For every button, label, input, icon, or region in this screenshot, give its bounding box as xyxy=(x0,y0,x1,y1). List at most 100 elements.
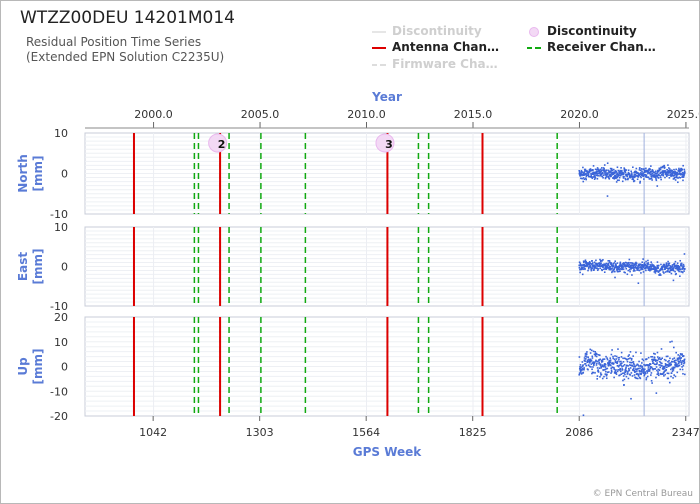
data-point xyxy=(581,361,584,363)
data-point xyxy=(633,374,636,376)
data-point xyxy=(623,172,625,175)
data-point xyxy=(590,269,593,272)
data-point xyxy=(599,372,602,374)
data-point xyxy=(592,265,595,268)
data-point xyxy=(680,169,682,172)
data-point xyxy=(651,263,653,266)
data-point xyxy=(599,363,602,365)
data-point xyxy=(661,165,664,168)
data-point xyxy=(633,180,636,182)
data-point xyxy=(633,173,636,176)
data-point xyxy=(595,352,598,355)
data-point xyxy=(619,268,622,270)
data-point xyxy=(582,260,585,263)
data-point xyxy=(631,375,634,377)
data-point xyxy=(613,176,615,178)
data-point xyxy=(660,263,662,266)
data-point xyxy=(606,367,609,370)
data-point xyxy=(623,372,626,374)
data-point xyxy=(638,263,640,266)
data-point xyxy=(616,269,618,272)
data-point xyxy=(679,357,681,360)
data-point xyxy=(663,272,665,274)
data-point xyxy=(605,368,608,370)
data-point xyxy=(611,271,613,274)
data-point xyxy=(601,167,603,169)
data-point xyxy=(628,258,631,261)
data-point xyxy=(619,270,621,273)
data-point xyxy=(630,262,632,264)
discontinuity-label: 2 xyxy=(218,138,226,151)
data-point xyxy=(588,263,591,266)
data-point xyxy=(647,356,650,359)
data-point xyxy=(596,170,599,173)
data-point xyxy=(666,267,668,269)
data-point xyxy=(619,172,621,175)
data-point xyxy=(594,372,596,374)
data-point xyxy=(610,168,613,171)
data-point xyxy=(664,268,666,270)
data-point xyxy=(601,175,604,178)
data-point xyxy=(616,179,619,182)
data-point xyxy=(604,266,607,269)
data-point xyxy=(614,175,617,178)
data-point xyxy=(622,173,625,175)
data-point xyxy=(665,359,667,362)
data-point xyxy=(620,266,623,269)
data-point xyxy=(626,273,629,276)
data-point xyxy=(651,367,654,370)
data-point xyxy=(634,266,637,268)
data-point xyxy=(658,356,661,359)
data-point xyxy=(581,177,583,180)
data-point xyxy=(598,367,601,369)
data-point xyxy=(642,258,644,260)
data-point xyxy=(662,170,665,172)
data-point xyxy=(658,358,660,360)
data-point xyxy=(655,174,658,177)
data-point xyxy=(579,367,581,370)
data-point xyxy=(671,174,674,176)
data-point xyxy=(632,264,635,267)
legend-label: Discontinuity xyxy=(392,24,482,38)
data-point xyxy=(580,169,583,172)
data-point xyxy=(675,362,677,364)
data-point xyxy=(596,177,599,180)
data-point xyxy=(672,269,675,272)
data-point xyxy=(610,369,613,372)
data-point xyxy=(621,173,623,176)
data-point xyxy=(681,264,683,267)
chart-subtitle-line1: Residual Position Time Series xyxy=(26,35,202,49)
data-point xyxy=(589,266,592,269)
data-point xyxy=(617,268,619,271)
data-point xyxy=(584,355,587,357)
data-point xyxy=(663,264,666,267)
data-point xyxy=(614,371,616,374)
legend: Discontinuity Discontinuity Antenna Chan… xyxy=(369,23,689,73)
panel-label: Up xyxy=(16,357,30,376)
data-point xyxy=(650,267,653,269)
data-point xyxy=(683,172,686,175)
data-point xyxy=(597,265,599,268)
data-point xyxy=(621,267,624,269)
data-point xyxy=(636,370,638,372)
data-point xyxy=(622,375,625,377)
data-point xyxy=(637,375,640,377)
data-point xyxy=(653,266,656,269)
data-point xyxy=(615,264,617,266)
y-tick-label: 20 xyxy=(54,311,68,324)
data-point xyxy=(599,168,602,171)
data-point xyxy=(678,172,681,174)
data-point xyxy=(608,268,611,271)
data-point xyxy=(673,168,675,171)
data-point xyxy=(672,367,675,370)
data-point xyxy=(657,174,659,177)
data-point xyxy=(671,172,674,175)
data-point xyxy=(677,169,680,172)
data-point xyxy=(639,377,642,380)
data-point xyxy=(598,354,601,357)
data-point xyxy=(654,175,657,177)
data-point xyxy=(587,359,589,362)
data-point xyxy=(657,374,660,377)
data-point xyxy=(635,167,638,170)
data-point xyxy=(623,168,626,171)
